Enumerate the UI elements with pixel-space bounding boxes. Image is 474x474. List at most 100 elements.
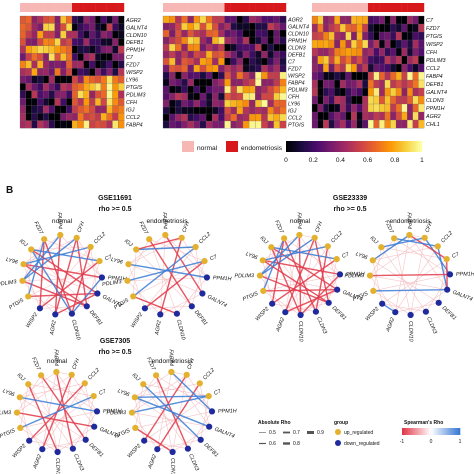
network-edge-weak bbox=[40, 375, 98, 412]
heatmap-cell bbox=[187, 113, 195, 122]
heatmap-cell bbox=[37, 83, 44, 91]
heatmap-cell bbox=[311, 15, 318, 25]
heatmap-cell bbox=[205, 99, 213, 108]
heatmap-cell bbox=[395, 119, 402, 129]
spearman-colorbar-step bbox=[425, 428, 428, 435]
network-gene-label: FABP4 bbox=[53, 349, 59, 366]
network-edge-weak bbox=[372, 260, 383, 304]
heatmap-gene-label: AGR2 bbox=[287, 17, 303, 23]
heatmap-cell bbox=[100, 68, 107, 77]
heatmap-cell bbox=[100, 15, 107, 24]
heatmap-cell bbox=[273, 22, 281, 31]
gene-node bbox=[336, 271, 344, 278]
heatmap-cell bbox=[77, 75, 84, 84]
annotation-cell bbox=[100, 3, 107, 12]
annotation-cell bbox=[236, 3, 244, 12]
gene-node bbox=[94, 290, 101, 297]
network-dataset-title: GSE23339 bbox=[333, 195, 367, 202]
heatmap-cell bbox=[248, 99, 256, 108]
heatmap-gene-label: PDLIM3 bbox=[426, 58, 445, 64]
heatmap-cell bbox=[199, 22, 207, 31]
annotation-cell bbox=[37, 3, 44, 12]
heatmap-cell bbox=[334, 103, 341, 113]
heatmap-cell bbox=[242, 64, 250, 73]
heatmap-cell bbox=[199, 64, 207, 73]
heatmap-cell bbox=[412, 55, 419, 65]
heatmap-cell bbox=[83, 53, 90, 62]
network-edge-weak bbox=[200, 396, 209, 440]
heatmap-cell bbox=[193, 50, 201, 59]
heatmap-cell bbox=[323, 39, 330, 49]
heatmap-cell bbox=[236, 120, 244, 129]
heatmap-cell bbox=[356, 103, 363, 113]
annotation-cell bbox=[351, 3, 357, 12]
heatmap-cell bbox=[71, 38, 79, 47]
heatmap-cell bbox=[112, 30, 119, 39]
heatmap-gene-label: PDLIM3 bbox=[126, 92, 145, 98]
network-edge-weak bbox=[327, 246, 338, 290]
network-edge-weak bbox=[395, 302, 439, 313]
heatmap-cell bbox=[175, 120, 182, 129]
heatmap-cell bbox=[71, 45, 79, 54]
heatmap-cell bbox=[37, 60, 44, 69]
network-threshold-label: rho >= 0.5 bbox=[98, 206, 131, 213]
colorbar-step bbox=[368, 141, 371, 152]
heatmap-cell bbox=[224, 106, 231, 115]
annotation-cell bbox=[163, 3, 170, 12]
heatmap-cell bbox=[248, 36, 256, 45]
colorbar-step bbox=[412, 141, 415, 152]
heatmap-cell bbox=[187, 106, 195, 115]
heatmap-cell bbox=[100, 60, 107, 69]
heatmap-cell bbox=[77, 53, 84, 62]
network-edge bbox=[134, 396, 210, 428]
heatmap-cell bbox=[94, 68, 102, 77]
heatmap-cell bbox=[19, 53, 27, 62]
network-edge-weak bbox=[134, 371, 172, 398]
gene-node bbox=[87, 243, 94, 251]
heatmap-cell bbox=[311, 87, 318, 97]
heatmap-cell bbox=[356, 63, 363, 73]
heatmap-cell bbox=[118, 38, 125, 47]
heatmap-cell bbox=[83, 98, 90, 106]
heatmap-cell bbox=[106, 90, 113, 99]
colorbar-step bbox=[390, 141, 393, 152]
colorbar-step bbox=[352, 141, 355, 152]
gene-node bbox=[197, 436, 204, 443]
heatmap-cell bbox=[106, 120, 113, 129]
heatmap-cell bbox=[60, 60, 67, 69]
colorbar-step bbox=[314, 141, 317, 152]
heatmap-cell bbox=[351, 87, 358, 97]
annotation-cell bbox=[89, 3, 96, 12]
network-gene-label: C7 bbox=[451, 251, 461, 260]
gene-node bbox=[168, 368, 175, 376]
heatmap-cell bbox=[224, 113, 231, 122]
heatmap-cell bbox=[356, 71, 363, 81]
annotation-cell bbox=[199, 3, 207, 12]
network-gene-label: PDLIM3 bbox=[0, 410, 11, 416]
heatmap-cell bbox=[205, 92, 213, 101]
heatmap-cell bbox=[236, 99, 244, 108]
heatmap-cell bbox=[83, 38, 90, 47]
heatmap-cell bbox=[112, 23, 119, 32]
network-edge bbox=[136, 246, 196, 251]
heatmap-cell bbox=[418, 71, 425, 81]
network-gene-label: PPM1H bbox=[213, 275, 232, 282]
network-edge-weak bbox=[135, 384, 144, 428]
network-edge bbox=[31, 248, 100, 262]
network-edge-weak bbox=[42, 383, 86, 450]
network-edge bbox=[393, 237, 438, 247]
colorbar-step bbox=[402, 141, 405, 152]
heatmap-cell bbox=[19, 75, 27, 84]
network-gene-label: AGR2 bbox=[385, 317, 396, 334]
heatmap-cell bbox=[334, 39, 341, 49]
heatmap-cell bbox=[54, 60, 61, 69]
heatmap-cell bbox=[205, 78, 213, 87]
heatmap-cell bbox=[31, 45, 38, 54]
colorbar-step bbox=[378, 141, 381, 152]
gene-node bbox=[199, 290, 206, 297]
annotation-cell bbox=[261, 3, 268, 12]
heatmap-cell bbox=[328, 15, 335, 25]
heatmap-cell bbox=[412, 95, 419, 105]
heatmap-cell bbox=[118, 98, 125, 106]
